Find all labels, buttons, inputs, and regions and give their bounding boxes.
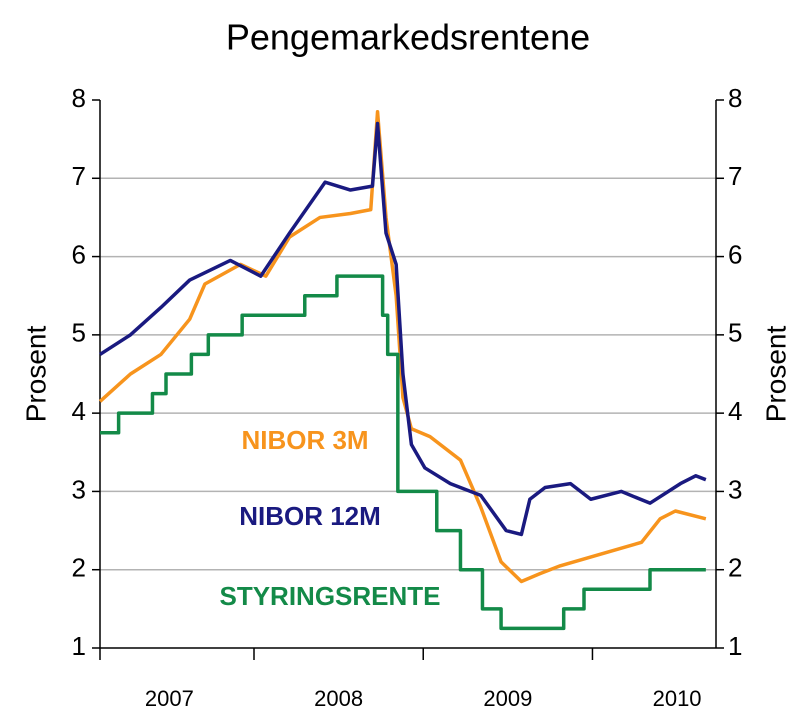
x-tick-label: 2007: [145, 686, 194, 711]
y2-tick-label: 4: [728, 396, 742, 426]
y2-tick-label: 7: [728, 161, 742, 191]
series-label: NIBOR 3M: [241, 425, 368, 455]
y-tick-label: 4: [72, 396, 86, 426]
y2-tick-label: 6: [728, 239, 742, 269]
y-axis-label: Prosent: [20, 326, 51, 423]
y-tick-label: 3: [72, 474, 86, 504]
y2-tick-label: 3: [728, 474, 742, 504]
y2-tick-label: 2: [728, 553, 742, 583]
chart-title: Pengemarkedsrentene: [226, 17, 590, 58]
series-line: [99, 121, 707, 537]
y-tick-label: 6: [72, 239, 86, 269]
y-tick-label: 5: [72, 318, 86, 348]
x-tick-label: 2009: [483, 686, 532, 711]
x-tick-label: 2008: [314, 686, 363, 711]
y2-axis-label: Prosent: [760, 326, 791, 423]
y-tick-label: 8: [72, 83, 86, 113]
series-label: STYRINGSRENTE: [219, 581, 440, 611]
y2-tick-label: 1: [728, 631, 742, 661]
y2-tick-label: 8: [728, 83, 742, 113]
series-label: NIBOR 12M: [239, 501, 381, 531]
y-tick-label: 7: [72, 161, 86, 191]
y2-tick-label: 5: [728, 318, 742, 348]
y-tick-label: 1: [72, 631, 86, 661]
y-tick-label: 2: [72, 553, 86, 583]
x-tick-label: 2010: [653, 686, 702, 711]
series-line: [100, 274, 706, 631]
